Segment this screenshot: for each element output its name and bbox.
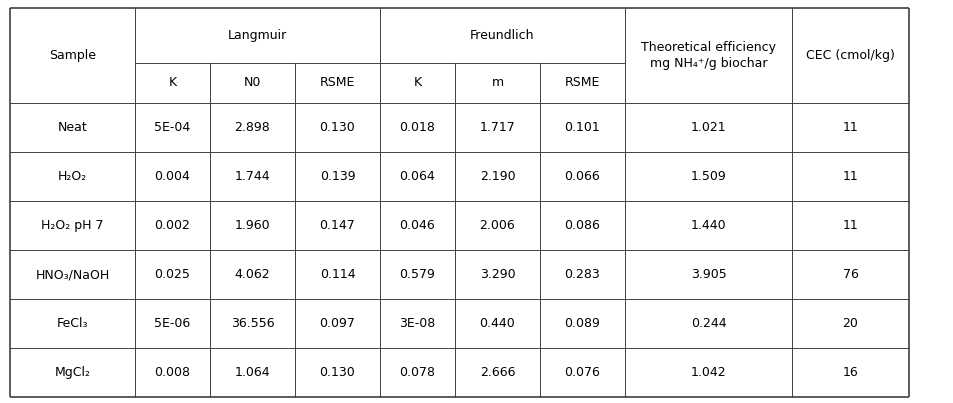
Text: 1.960: 1.960 (234, 219, 270, 232)
Text: 0.097: 0.097 (319, 317, 355, 330)
Text: 0.283: 0.283 (564, 268, 599, 281)
Text: Sample: Sample (49, 49, 96, 62)
Text: 2.006: 2.006 (479, 219, 515, 232)
Text: 0.139: 0.139 (319, 170, 355, 183)
Text: 0.004: 0.004 (154, 170, 191, 183)
Text: RSME: RSME (319, 77, 355, 89)
Text: 5E-06: 5E-06 (154, 317, 191, 330)
Text: 1.440: 1.440 (690, 219, 725, 232)
Text: 0.076: 0.076 (564, 366, 599, 379)
Text: 3.905: 3.905 (690, 268, 725, 281)
Text: 1.021: 1.021 (690, 121, 725, 134)
Text: 0.579: 0.579 (399, 268, 435, 281)
Text: 11: 11 (841, 219, 858, 232)
Text: 1.717: 1.717 (479, 121, 515, 134)
Text: 2.898: 2.898 (234, 121, 270, 134)
Text: 0.018: 0.018 (399, 121, 435, 134)
Text: 0.130: 0.130 (319, 366, 355, 379)
Text: 3E-08: 3E-08 (399, 317, 436, 330)
Text: 76: 76 (841, 268, 858, 281)
Text: H₂O₂: H₂O₂ (58, 170, 87, 183)
Text: 0.440: 0.440 (479, 317, 515, 330)
Text: K: K (413, 77, 421, 89)
Text: 1.509: 1.509 (690, 170, 725, 183)
Text: Freundlich: Freundlich (470, 29, 535, 42)
Text: RSME: RSME (564, 77, 599, 89)
Text: Theoretical efficiency
mg NH₄⁺/g biochar: Theoretical efficiency mg NH₄⁺/g biochar (640, 42, 775, 69)
Text: 2.666: 2.666 (479, 366, 515, 379)
Text: 0.147: 0.147 (319, 219, 355, 232)
Text: 0.046: 0.046 (399, 219, 435, 232)
Text: 0.089: 0.089 (564, 317, 599, 330)
Text: 0.130: 0.130 (319, 121, 355, 134)
Text: CEC (cmol/kg): CEC (cmol/kg) (805, 49, 894, 62)
Text: 0.244: 0.244 (690, 317, 725, 330)
Text: 11: 11 (841, 170, 858, 183)
Text: 0.002: 0.002 (154, 219, 191, 232)
Text: 0.008: 0.008 (154, 366, 191, 379)
Text: Langmuir: Langmuir (228, 29, 287, 42)
Text: 20: 20 (841, 317, 858, 330)
Text: 0.114: 0.114 (319, 268, 355, 281)
Text: 5E-04: 5E-04 (154, 121, 191, 134)
Text: 0.086: 0.086 (564, 219, 599, 232)
Text: K: K (169, 77, 176, 89)
Text: 0.064: 0.064 (399, 170, 435, 183)
Text: 36.556: 36.556 (231, 317, 274, 330)
Text: Neat: Neat (57, 121, 88, 134)
Text: HNO₃/NaOH: HNO₃/NaOH (35, 268, 110, 281)
Text: m: m (491, 77, 503, 89)
Text: H₂O₂ pH 7: H₂O₂ pH 7 (41, 219, 104, 232)
Text: N0: N0 (244, 77, 261, 89)
Text: 0.025: 0.025 (154, 268, 191, 281)
Text: 0.078: 0.078 (399, 366, 435, 379)
Text: 3.290: 3.290 (479, 268, 515, 281)
Text: 1.042: 1.042 (690, 366, 725, 379)
Text: MgCl₂: MgCl₂ (54, 366, 91, 379)
Text: 4.062: 4.062 (234, 268, 270, 281)
Text: FeCl₃: FeCl₃ (56, 317, 89, 330)
Text: 0.066: 0.066 (564, 170, 599, 183)
Text: 11: 11 (841, 121, 858, 134)
Text: 1.064: 1.064 (234, 366, 270, 379)
Text: 1.744: 1.744 (234, 170, 270, 183)
Text: 0.101: 0.101 (564, 121, 599, 134)
Text: 2.190: 2.190 (479, 170, 515, 183)
Text: 16: 16 (841, 366, 858, 379)
